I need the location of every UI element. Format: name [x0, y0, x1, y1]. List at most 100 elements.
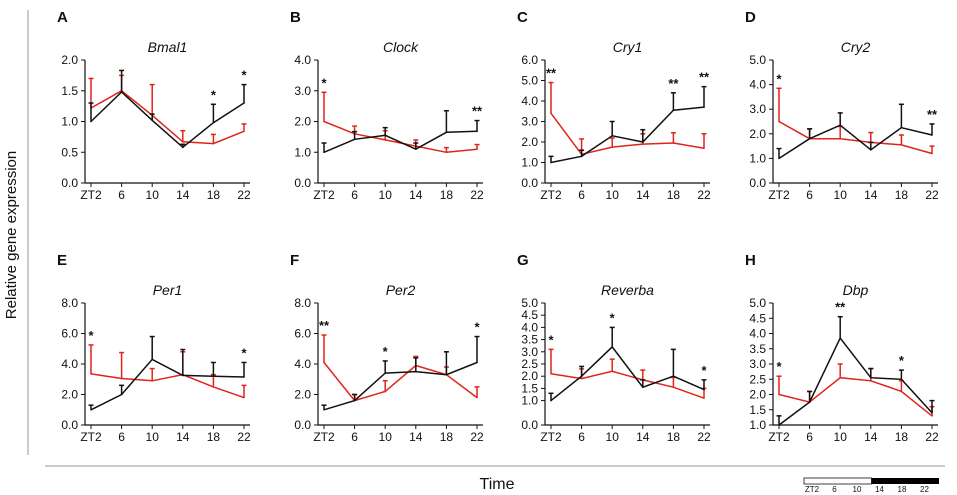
x-tick-label: 10 — [379, 188, 393, 202]
series-black — [321, 335, 480, 411]
y-tick-label: 4.5 — [749, 311, 766, 325]
light-dark-bar: ZT2 6 10 14 18 22 — [803, 477, 939, 494]
x-tick-label: 18 — [207, 430, 221, 444]
y-tick-label: 2.5 — [521, 357, 538, 371]
series-line — [550, 106, 705, 164]
y-tick-label: 2.0 — [749, 388, 766, 402]
data-point — [243, 396, 245, 399]
x-tick-label: 14 — [636, 430, 650, 444]
x-tick-label: ZT2 — [80, 430, 102, 444]
y-tick-label: 2.5 — [749, 372, 766, 386]
significance-mark: ** — [472, 104, 483, 119]
series-black — [88, 69, 247, 149]
data-point — [415, 370, 417, 373]
y-tick-label: 4.0 — [749, 327, 766, 341]
data-point — [550, 372, 552, 375]
y-tick-label: 5.0 — [521, 74, 538, 88]
data-point — [384, 390, 387, 393]
series-black — [548, 85, 707, 164]
data-point — [900, 144, 903, 146]
x-tick-label: 14 — [636, 188, 650, 202]
data-point — [580, 155, 583, 158]
data-point — [839, 124, 841, 126]
data-point — [445, 373, 448, 376]
x-tick-label: 18 — [895, 430, 909, 444]
panel-g: G Reverba 0.0 1.01.52.02.53.03.54.04.55.0 ZT… — [517, 252, 711, 444]
light-dark-label: 10 — [853, 485, 862, 494]
panel-letter: D — [745, 9, 756, 26]
y-tick-label: 3.0 — [521, 115, 538, 129]
panel-a: A Bmal1 0.0 0.5 1.0 1.5 2.0 ZT2 6 10 14 18 22 * * — [57, 9, 251, 202]
data-point — [808, 401, 811, 403]
series-line — [323, 120, 478, 154]
x-tick-label: 6 — [351, 430, 358, 444]
y-tick-label: 4.5 — [521, 308, 538, 322]
series-line — [550, 112, 705, 156]
panel-title: Bmal1 — [148, 39, 188, 55]
data-point — [870, 376, 872, 379]
data-point — [120, 393, 123, 396]
data-point — [151, 119, 153, 122]
x-tick-label: 10 — [834, 188, 848, 202]
data-point — [120, 377, 123, 380]
x-tick-label: 18 — [207, 188, 221, 202]
data-point — [703, 147, 705, 149]
panel-title: Cry2 — [841, 39, 871, 55]
series-line — [323, 361, 478, 411]
x-tick-label: 6 — [806, 188, 813, 202]
data-point — [323, 151, 325, 154]
y-tick-label: 2.0 — [521, 369, 538, 383]
series-red — [88, 344, 247, 399]
significance-mark: * — [776, 359, 782, 374]
x-tick-label: 6 — [118, 430, 125, 444]
light-dark-label: 18 — [898, 485, 907, 494]
data-point — [580, 375, 583, 378]
y-tick-label: 3.0 — [749, 357, 766, 371]
y-tick-label: 1.0 — [294, 145, 311, 159]
data-point — [476, 130, 478, 133]
y-tick-label: 4.0 — [61, 357, 78, 371]
series-line — [90, 90, 245, 149]
data-point — [476, 396, 478, 399]
series-line — [778, 336, 933, 426]
y-tick-label: 2.0 — [61, 388, 78, 402]
data-point — [900, 378, 903, 381]
y-tick-label: 0.0 — [294, 176, 311, 190]
series-red — [321, 334, 480, 402]
data-point — [415, 148, 417, 150]
data-point — [900, 390, 903, 393]
data-point — [476, 361, 478, 364]
y-tick-label: 0.0 — [749, 176, 766, 190]
light-phase-bar — [803, 477, 872, 485]
x-tick-label: 6 — [578, 188, 585, 202]
x-tick-label: 22 — [697, 430, 711, 444]
y-tick-label: 3.5 — [749, 342, 766, 356]
x-tick-label: 22 — [470, 430, 484, 444]
data-point — [212, 375, 215, 378]
data-point — [778, 157, 780, 160]
x-tick-label: ZT2 — [313, 430, 335, 444]
significance-mark: * — [474, 320, 480, 335]
data-point — [90, 373, 92, 375]
panel-title: Per1 — [153, 282, 183, 298]
data-point — [931, 134, 933, 136]
data-point — [703, 106, 705, 108]
series-line — [323, 362, 478, 402]
significance-mark: ** — [835, 300, 846, 315]
significance-mark: * — [241, 345, 247, 360]
series-line — [323, 130, 478, 153]
data-point — [870, 379, 872, 382]
x-tick-label: ZT2 — [80, 188, 102, 202]
data-point — [212, 121, 215, 124]
data-point — [580, 377, 583, 380]
significance-mark: * — [776, 71, 782, 86]
y-tick-label: 6.0 — [61, 327, 78, 341]
significance-mark: ** — [319, 318, 330, 333]
significance-mark: * — [548, 332, 554, 347]
data-point — [703, 397, 705, 399]
x-tick-label: 14 — [409, 430, 423, 444]
series-black — [321, 109, 480, 154]
y-tick-label: 5.0 — [749, 296, 766, 310]
series-line — [550, 370, 705, 399]
